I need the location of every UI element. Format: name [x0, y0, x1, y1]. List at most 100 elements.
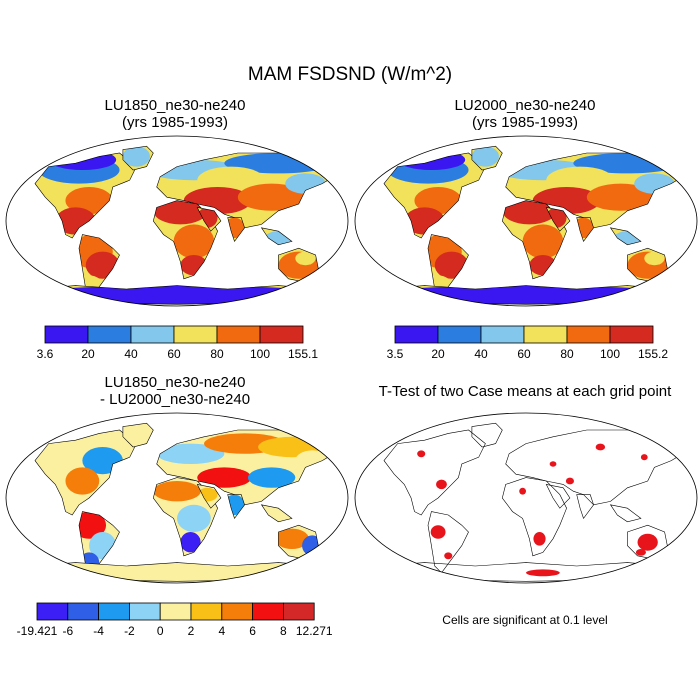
field-cell [197, 467, 252, 488]
colorbar-tick-label: 60 [517, 347, 531, 361]
coastline-africa [501, 477, 567, 557]
panel3-title-line1: LU1850_ne30-ne240 [104, 374, 246, 391]
coastline-arabia [196, 206, 222, 232]
field-cell [471, 146, 499, 167]
colorbar-tick-label: 155.2 [638, 347, 668, 361]
field-cell [546, 166, 614, 194]
significant-cell [635, 549, 646, 556]
field-cell [295, 251, 316, 266]
coastline-arabia [196, 483, 222, 509]
field-cell [180, 532, 201, 553]
colorbar-tick-label: 12.271 [296, 624, 333, 638]
coastline-northAmerica [34, 429, 137, 516]
coastline-seAsia [609, 227, 642, 246]
colorbar-tick-label: 60 [167, 347, 181, 361]
colorbar-tick-label: -6 [62, 624, 73, 638]
panel1-title-line1: LU1850_ne30-ne240 [104, 97, 246, 114]
colorbar-lu1850: 3.6 20 40 60 80 100 155.1 [37, 325, 318, 365]
colorbar-tick-label: 40 [124, 347, 138, 361]
coastline-arabia [545, 206, 571, 232]
coastline-southAmerica [427, 234, 469, 297]
significant-cell [444, 552, 453, 560]
coastline-greenland [122, 145, 154, 171]
coastline-seAsia [609, 504, 642, 523]
colorbar-tick-label: 155.1 [288, 347, 318, 361]
landmass-northAmerica [35, 430, 137, 515]
colorbar-tick-label: 3.6 [37, 347, 54, 361]
colorbar-segment [221, 602, 254, 621]
coastline-india [227, 494, 245, 520]
coastline-india [227, 217, 245, 243]
colorbar-segment [609, 325, 654, 344]
landmass-eurasia [549, 443, 648, 485]
panel2-title-line1: LU2000_ne30-ne240 [454, 97, 596, 114]
panel2-title-line2: (yrs 1985-1993) [472, 114, 578, 131]
field-cell [380, 285, 672, 305]
significance-note: Cells are significant at 0.1 level [442, 613, 608, 627]
coastline-eurasia [505, 152, 689, 229]
field-cell [247, 467, 296, 488]
coastline-india [576, 494, 594, 520]
colorbar-segment [98, 602, 130, 621]
coastline-africa [501, 200, 567, 280]
field-cell [414, 187, 462, 215]
colorbar-tick-label: 2 [188, 624, 195, 638]
colorbar-tick-label: 6 [249, 624, 256, 638]
significant-cell [417, 450, 426, 458]
landmass-greenland [122, 423, 154, 447]
colorbar-tick-label: 0 [157, 624, 164, 638]
colorbar-segment [36, 602, 69, 621]
landmass-antarctica [31, 285, 323, 305]
coastline-arabia [545, 483, 571, 509]
field-cell [586, 183, 655, 211]
coastline-eurasia [156, 429, 340, 506]
colorbar-tick-label: -19.421 [17, 624, 58, 638]
colorbar-segment [480, 325, 525, 344]
map-lu2000 [353, 135, 699, 307]
colorbar-tick-label: -4 [93, 624, 104, 638]
colorbar-tick-label: 80 [560, 347, 574, 361]
coastline-india [576, 217, 594, 243]
landmass-northAmerica [417, 450, 447, 490]
colorbar-segment [259, 325, 304, 344]
colorbar-tick-label: -2 [124, 624, 135, 638]
landmass-antarctica [380, 285, 672, 305]
panel1-title-line2: (yrs 1985-1993) [122, 114, 228, 131]
coastline-africa [152, 200, 218, 280]
coastline-southAmerica [78, 511, 120, 574]
colorbar-tick-label: 40 [474, 347, 488, 361]
map-boundary [354, 135, 698, 307]
landmass-antarctica [31, 562, 323, 582]
coastline-greenland [471, 145, 503, 171]
colorbar-segment [282, 602, 315, 621]
field-cell [65, 467, 100, 495]
landmass-greenland [471, 146, 503, 170]
significant-cell [533, 532, 546, 546]
landmass-eurasia [156, 153, 340, 228]
field-cell [31, 285, 323, 305]
field-cell [65, 187, 113, 215]
colorbar-segment [216, 325, 261, 344]
coastline-seAsia [260, 504, 293, 523]
colorbar-segment [130, 325, 175, 344]
colorbar-segment [437, 325, 482, 344]
landmass-australia [278, 248, 319, 283]
colorbar-segment [173, 325, 218, 344]
colorbar-segment [87, 325, 132, 344]
colorbar-tick-label: 20 [81, 347, 95, 361]
coastline-southAmerica [427, 511, 469, 574]
landmass-australia [635, 533, 658, 556]
coastline-eurasia [505, 429, 689, 506]
landmass-southAmerica [430, 525, 453, 560]
landmass-seAsia [261, 504, 292, 522]
coastline-seAsia [260, 227, 293, 246]
map-boundary [5, 135, 349, 307]
field-cell [122, 423, 150, 444]
coastline-greenland [471, 422, 503, 448]
coastline-eurasia [156, 152, 340, 229]
field-cell [197, 166, 265, 194]
colorbar-tick-label: 100 [250, 347, 270, 361]
colorbar-segment [44, 325, 89, 344]
significant-cell [430, 525, 446, 539]
field-cell [153, 481, 201, 502]
